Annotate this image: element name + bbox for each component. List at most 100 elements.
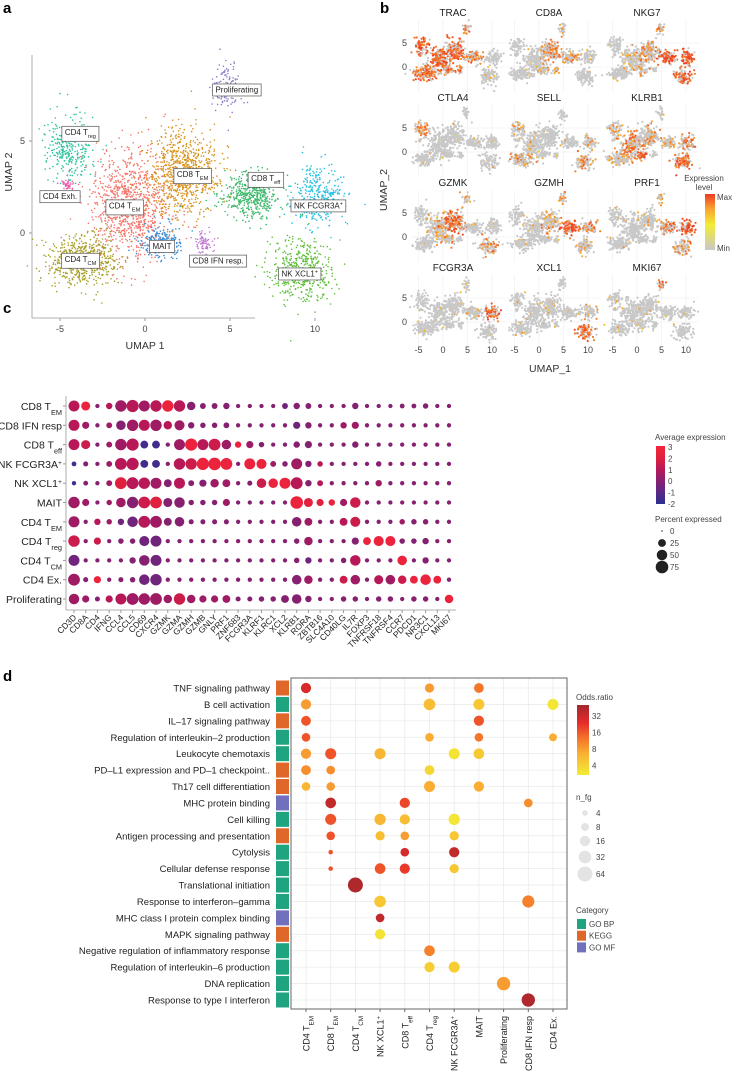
cell-point-cd4tem bbox=[137, 193, 139, 196]
cell-point-cd4tem bbox=[129, 170, 131, 173]
cell-point-nkf bbox=[311, 218, 313, 220]
cell-point-cd4tem bbox=[153, 222, 155, 224]
cell-point-teff bbox=[258, 192, 261, 194]
cell-point-cd4tem bbox=[99, 180, 102, 183]
cluster-label-text-subscript: EM bbox=[200, 176, 209, 182]
cell-point-cd4tem bbox=[154, 216, 156, 219]
cell-point-treg bbox=[84, 152, 86, 155]
cell-point-cd8tem bbox=[208, 158, 211, 161]
cell-point-teff bbox=[235, 219, 238, 222]
expressing-cell-point bbox=[459, 44, 462, 47]
expressing-cell-point bbox=[426, 69, 429, 72]
cell-point-cd8tem bbox=[197, 143, 199, 146]
cell-point-nkx bbox=[308, 222, 310, 225]
cell-point-cd4tem bbox=[110, 141, 113, 143]
cell-point-treg bbox=[59, 153, 62, 155]
cell-point-teff bbox=[264, 188, 267, 191]
cell-point-nkf bbox=[324, 153, 326, 156]
cell-point-tcm bbox=[104, 244, 107, 246]
cell-point-cd8tem bbox=[164, 129, 166, 131]
cell-point-cd8tem bbox=[207, 165, 209, 167]
cell-point-teff bbox=[249, 227, 251, 229]
cell-point-cd4tem bbox=[138, 171, 140, 174]
cell-point-cd4tem bbox=[104, 210, 106, 213]
cell-point-cd8tem bbox=[177, 160, 179, 162]
cell-point-tcm bbox=[61, 246, 63, 249]
cell-point-treg bbox=[38, 128, 40, 130]
cell-point-nkx bbox=[307, 253, 310, 256]
cell-point-cd4tem bbox=[117, 189, 120, 191]
cell-point-cd4tem bbox=[140, 171, 142, 173]
cell-point-cd8tem bbox=[156, 196, 159, 198]
cell-point-teff bbox=[262, 190, 265, 193]
cell-point-mait bbox=[173, 236, 176, 238]
cell-point-nkx bbox=[292, 293, 294, 296]
cell-point-cd4tem bbox=[151, 229, 153, 231]
cell-point-tcm bbox=[91, 244, 93, 247]
cell-point-teff bbox=[236, 194, 239, 197]
cell-point-treg bbox=[64, 150, 66, 153]
cell-point-tcm bbox=[72, 245, 75, 248]
cell-point-cd4tem bbox=[151, 217, 154, 220]
cell-point-nkx bbox=[261, 266, 264, 269]
cell-point-tcm bbox=[91, 247, 94, 249]
gene-title: TRAC bbox=[439, 8, 466, 19]
cell-point-cd4tem bbox=[143, 177, 145, 180]
cell-point-teff bbox=[230, 193, 232, 196]
cell-point-teff bbox=[266, 207, 268, 209]
cell-point-cd4tem bbox=[146, 149, 149, 151]
cell-point-cd8tem bbox=[177, 150, 180, 152]
cell-point-nkx bbox=[310, 255, 312, 258]
cell-point-cd8tem bbox=[129, 163, 131, 165]
cluster-label-text-main: CD4 T bbox=[65, 128, 88, 137]
cell-point-nkf bbox=[330, 163, 333, 166]
cell-point-tcm bbox=[117, 281, 119, 284]
cell-point-cd4tem bbox=[88, 195, 91, 198]
cell-point-nkx bbox=[303, 242, 306, 244]
cell-point-mait bbox=[159, 230, 162, 232]
cell-point-cd4tem bbox=[132, 221, 134, 223]
cell-point-teff bbox=[239, 190, 241, 193]
cell-point-teff bbox=[272, 195, 275, 197]
cell-point-mait bbox=[152, 236, 155, 239]
cell-point-cd4tem bbox=[121, 175, 124, 177]
cell-point-cd4tem bbox=[122, 187, 125, 190]
cell-point-cd4tem bbox=[142, 225, 144, 228]
cell-point-teff bbox=[238, 201, 241, 204]
cell-point-teff bbox=[264, 191, 266, 193]
cell-point-cd4tem bbox=[146, 187, 149, 190]
cell-point-treg bbox=[64, 114, 67, 116]
cell-point-treg bbox=[60, 148, 62, 151]
cell-point-nkf bbox=[305, 186, 308, 188]
cell-point-nkf bbox=[317, 195, 319, 197]
cell-point-nkf bbox=[305, 170, 308, 172]
cell-point-nkx bbox=[311, 260, 313, 263]
cell-point bbox=[452, 43, 455, 46]
cell-point bbox=[429, 46, 432, 50]
cell-point-cd8tem bbox=[193, 193, 195, 195]
cell-point-treg bbox=[44, 146, 46, 148]
cell-point-cd4tem bbox=[143, 224, 145, 227]
cell-point-tcm bbox=[43, 244, 45, 247]
cell-point-nkx bbox=[321, 263, 324, 266]
cell-point-cd8tem bbox=[162, 171, 165, 173]
cell-point-nkf bbox=[298, 191, 300, 194]
cell-point-cd8tem bbox=[213, 150, 215, 152]
cell-point-cd4tem bbox=[153, 200, 156, 202]
cell-point-nkx bbox=[290, 248, 293, 251]
cell-point-exh bbox=[69, 185, 71, 187]
cell-point-nkx bbox=[263, 261, 266, 264]
cell-point-cd8tem bbox=[211, 154, 213, 156]
expressing-cell-point bbox=[418, 43, 421, 46]
cell-point-nkx bbox=[285, 256, 287, 258]
cell-point-nkx bbox=[309, 282, 311, 285]
cell-point-cd4tem bbox=[128, 238, 131, 241]
cell-point-nkx bbox=[275, 263, 277, 265]
cell-point-cd4tem bbox=[174, 217, 177, 219]
cell-point-cd4tem bbox=[111, 189, 114, 192]
cell-point-cd8tem bbox=[168, 193, 171, 195]
cell-point-ifn bbox=[209, 246, 211, 249]
cell-point-nkf bbox=[334, 185, 336, 187]
cell-point-nkf bbox=[343, 192, 346, 195]
cell-point-cd4tem bbox=[139, 151, 141, 153]
